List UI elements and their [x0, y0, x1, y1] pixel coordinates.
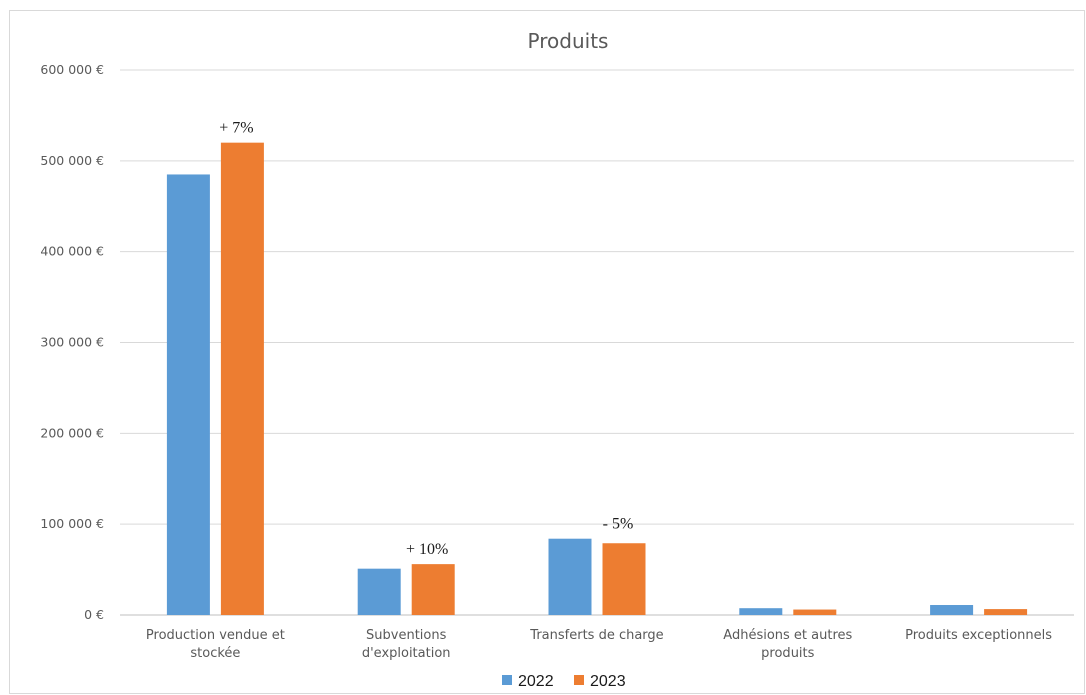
- y-tick-label: 500 000 €: [40, 153, 104, 168]
- bar-2022-2: [548, 538, 592, 615]
- legend-label-2022: 2022: [518, 673, 554, 690]
- bar-2023-2: [602, 543, 646, 615]
- gridlines: [120, 69, 1074, 616]
- bar-2023-1: [411, 564, 455, 615]
- category-label: Subventions d'exploitation: [362, 628, 451, 661]
- bar-2022-1: [357, 568, 401, 615]
- y-tick-label: 300 000 €: [40, 335, 104, 350]
- y-tick-label: 100 000 €: [40, 516, 104, 531]
- legend-label-2023: 2023: [590, 673, 626, 690]
- y-tick-label: 200 000 €: [40, 425, 104, 440]
- y-axis-ticks: 0 € 100 000 € 200 000 € 300 000 € 400 000 € 5…: [40, 62, 104, 622]
- bar-2022-4: [930, 605, 974, 615]
- legend-swatch-2023: [574, 675, 584, 685]
- change-annotation: + 10%: [406, 541, 448, 558]
- annotations: + 7% + 10% - 5%: [219, 120, 633, 558]
- bar-2023-0: [220, 142, 264, 615]
- bar-2022-3: [739, 608, 783, 615]
- bar-2023-4: [984, 609, 1028, 615]
- change-annotation: + 7%: [219, 120, 253, 137]
- y-tick-label: 600 000 €: [40, 62, 104, 77]
- legend: 2022 2023: [502, 673, 626, 690]
- bar-2023-3: [793, 609, 837, 615]
- legend-swatch-2022: [502, 675, 512, 685]
- bars: [166, 142, 1028, 616]
- category-label: Produits exceptionnels: [905, 628, 1052, 643]
- chart-title: Produits: [528, 29, 609, 53]
- y-tick-label: 0 €: [84, 607, 104, 622]
- bar-2022-0: [166, 174, 210, 616]
- x-axis-labels: Production vendue et stockée Subventions d'…: [146, 628, 1052, 661]
- y-tick-label: 400 000 €: [40, 244, 104, 259]
- change-annotation: - 5%: [603, 516, 634, 533]
- category-label: Transferts de charge: [529, 628, 663, 643]
- category-label: Adhésions et autres produits: [723, 628, 852, 661]
- category-label: Production vendue et stockée: [146, 628, 285, 661]
